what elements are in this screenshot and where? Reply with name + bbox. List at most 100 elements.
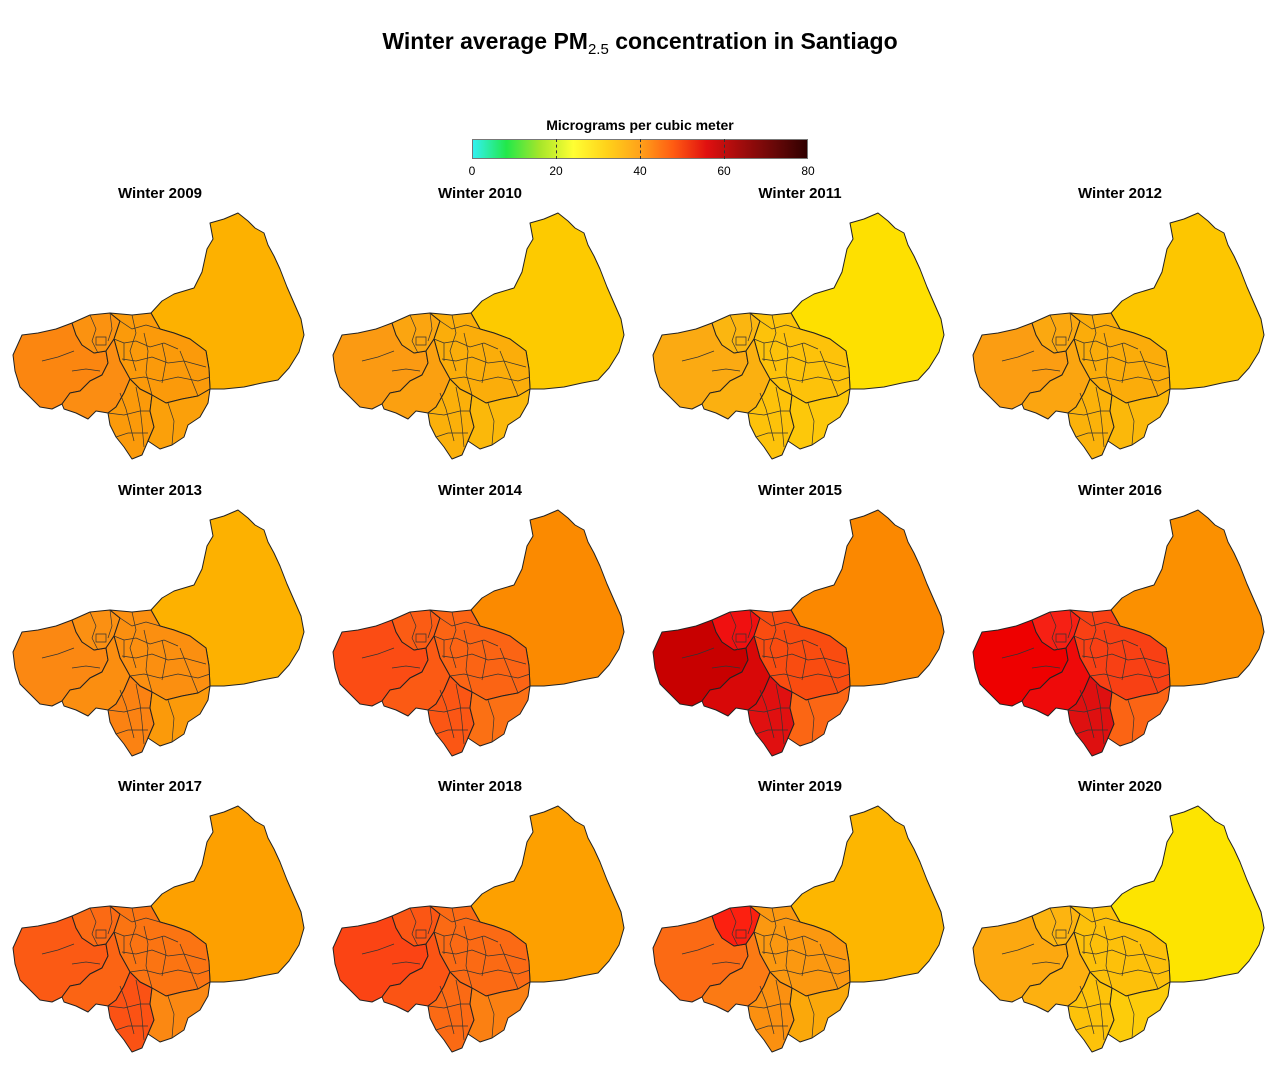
commune-boundary	[135, 979, 145, 1041]
panel-title: Winter 2020	[1077, 778, 1163, 795]
commune-boundary	[1073, 931, 1139, 943]
commune-boundary	[107, 905, 113, 935]
commune-boundary	[1055, 633, 1067, 643]
commune-boundary	[1075, 729, 1108, 735]
commune-boundary	[427, 410, 470, 416]
commune-boundary	[71, 665, 101, 669]
commune-boundary	[755, 729, 788, 735]
commune-boundary	[1049, 611, 1059, 651]
region-southeast	[467, 388, 531, 450]
commune-boundary	[435, 432, 468, 438]
commune-boundary	[735, 929, 747, 939]
commune-boundary	[449, 969, 531, 975]
commune-boundary	[747, 707, 790, 713]
commune-boundary	[775, 683, 785, 745]
commune-boundary	[747, 905, 753, 935]
commune-boundary	[481, 639, 487, 681]
region-southeast	[787, 388, 851, 450]
commune-boundary	[1081, 653, 1167, 665]
commune-boundary	[167, 699, 175, 743]
commune-boundary	[107, 1003, 150, 1009]
commune-boundary	[769, 314, 777, 372]
panel-title: Winter 2017	[117, 778, 203, 795]
commune-boundary	[107, 410, 150, 416]
commune-boundary	[1075, 432, 1108, 438]
commune-boundary	[161, 639, 167, 681]
commune-boundary	[769, 673, 851, 679]
commune-boundary	[455, 979, 465, 1041]
commune-boundary	[409, 314, 419, 354]
commune-boundary	[753, 338, 819, 350]
commune-boundary	[819, 647, 839, 694]
commune-boundary	[129, 907, 137, 965]
commune-boundary	[1001, 647, 1035, 659]
commune-boundary	[1089, 376, 1171, 382]
santiago-map	[652, 509, 945, 757]
commune-boundary	[71, 368, 101, 372]
commune-boundary	[1095, 979, 1105, 1041]
commune-boundary	[487, 995, 495, 1039]
commune-boundary	[121, 949, 207, 961]
commune-boundary	[759, 617, 801, 627]
panel-title: Winter 2011	[758, 185, 842, 202]
commune-boundary	[439, 617, 481, 627]
commune-boundary	[681, 350, 715, 362]
santiago-map	[332, 805, 625, 1053]
commune-boundary	[107, 312, 113, 342]
commune-boundary	[455, 386, 465, 448]
page-title: Winter average PM2.5 concentration in Sa…	[0, 28, 1280, 58]
commune-boundary	[1067, 410, 1110, 416]
commune-boundary	[753, 931, 819, 943]
commune-boundary	[1067, 312, 1073, 342]
commune-boundary	[129, 969, 211, 975]
commune-boundary	[179, 647, 199, 694]
commune-boundary	[1031, 665, 1061, 669]
legend-title: Micrograms per cubic meter	[546, 117, 734, 133]
commune-boundary	[499, 647, 519, 694]
commune-boundary	[427, 1003, 470, 1009]
commune-boundary	[1103, 332, 1113, 396]
commune-boundary	[761, 356, 847, 368]
commune-boundary	[161, 935, 167, 977]
commune-boundary	[89, 907, 99, 947]
commune-boundary	[433, 931, 499, 943]
region-southeast	[467, 685, 531, 747]
commune-boundary	[1031, 368, 1061, 372]
commune-boundary	[1089, 907, 1097, 965]
commune-boundary	[1079, 913, 1121, 923]
commune-boundary	[775, 386, 785, 448]
commune-boundary	[1081, 356, 1167, 368]
commune-boundary	[449, 376, 531, 382]
region-southeast	[787, 981, 851, 1043]
commune-boundary	[427, 312, 433, 342]
legend-tick-label: 80	[801, 164, 815, 178]
commune-boundary	[1121, 639, 1127, 681]
panel-title: Winter 2013	[117, 482, 203, 499]
santiago-map	[972, 509, 1265, 757]
commune-boundary	[433, 338, 499, 350]
commune-boundary	[95, 929, 107, 939]
commune-boundary	[761, 653, 847, 665]
commune-boundary	[119, 913, 161, 923]
santiago-map	[972, 212, 1265, 460]
santiago-map	[12, 212, 305, 460]
commune-boundary	[711, 961, 741, 965]
commune-boundary	[1075, 1025, 1108, 1031]
title-rest: concentration in Santiago	[608, 28, 898, 54]
commune-boundary	[759, 913, 801, 923]
commune-boundary	[179, 943, 199, 990]
commune-boundary	[107, 609, 113, 639]
commune-boundary	[391, 665, 421, 669]
commune-boundary	[753, 635, 819, 647]
commune-boundary	[807, 699, 815, 743]
commune-boundary	[41, 350, 75, 362]
commune-boundary	[481, 935, 487, 977]
commune-boundary	[1103, 925, 1113, 989]
panel-title: Winter 2018	[437, 778, 523, 795]
legend-tick-label: 60	[717, 164, 731, 178]
commune-boundary	[463, 925, 473, 989]
commune-boundary	[441, 356, 527, 368]
commune-boundary	[729, 611, 739, 651]
commune-boundary	[729, 907, 739, 947]
region-southeast	[147, 685, 211, 747]
